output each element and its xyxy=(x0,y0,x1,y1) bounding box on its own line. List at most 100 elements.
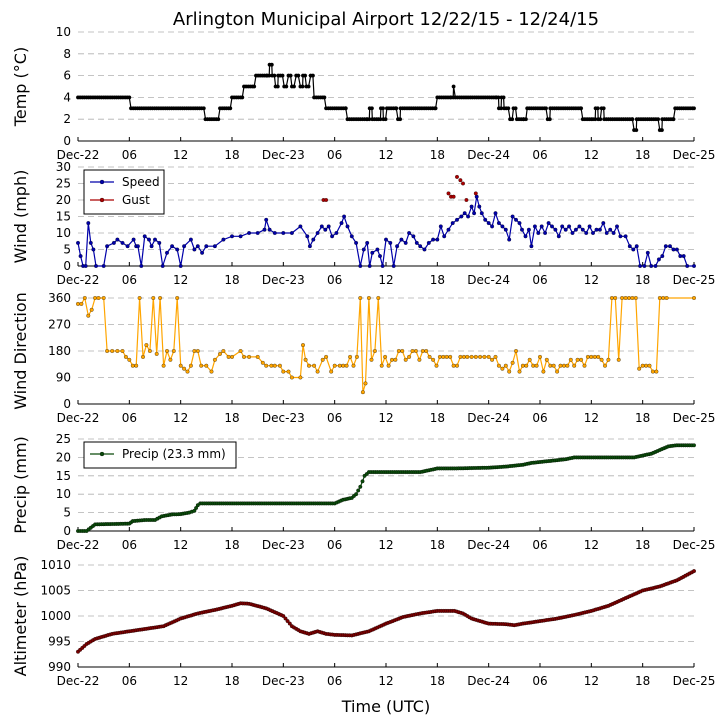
data-point xyxy=(608,227,613,232)
data-point xyxy=(94,264,98,268)
data-point xyxy=(461,354,466,359)
data-point xyxy=(645,250,650,255)
data-point xyxy=(115,237,120,242)
data-point xyxy=(534,363,539,368)
data-point xyxy=(455,174,459,179)
data-point xyxy=(526,227,531,232)
data-point xyxy=(455,363,459,368)
y-tick-label: 8 xyxy=(63,47,71,61)
data-point xyxy=(426,240,431,245)
data-point xyxy=(264,217,269,222)
data-point xyxy=(312,363,317,368)
x-tick-label: 06 xyxy=(122,674,137,688)
x-tick-label: 12 xyxy=(378,411,393,425)
data-point xyxy=(305,234,310,239)
data-point xyxy=(604,231,609,235)
data-point xyxy=(413,349,418,353)
data-point xyxy=(539,224,544,229)
data-point xyxy=(315,369,320,374)
data-point xyxy=(580,227,585,232)
data-point xyxy=(360,390,365,395)
data-point xyxy=(431,357,436,362)
y-axis-label: Wind (mph) xyxy=(11,170,30,264)
data-point xyxy=(218,351,222,356)
data-point xyxy=(678,254,683,259)
data-point xyxy=(472,211,477,216)
data-point xyxy=(451,194,456,199)
data-point xyxy=(391,264,396,268)
data-point xyxy=(178,264,183,268)
data-point xyxy=(620,296,625,300)
data-point xyxy=(356,488,361,493)
x-tick-label: Dec-24 xyxy=(467,674,510,688)
data-point xyxy=(315,231,320,235)
data-point xyxy=(320,357,325,362)
series-altimeter xyxy=(76,569,696,654)
data-point xyxy=(618,234,623,239)
data-point xyxy=(681,254,686,259)
data-point xyxy=(289,375,294,380)
data-point xyxy=(379,363,384,368)
data-point xyxy=(334,231,339,235)
data-point xyxy=(363,381,368,386)
data-point xyxy=(501,95,506,100)
data-point xyxy=(287,621,292,626)
x-tick-label: Dec-22 xyxy=(57,148,100,162)
x-tick-label: Dec-22 xyxy=(57,538,100,552)
series-gust xyxy=(321,174,478,202)
x-tick-label: 12 xyxy=(173,148,188,162)
data-point xyxy=(369,106,374,111)
data-point xyxy=(595,106,600,111)
data-point xyxy=(611,231,616,235)
data-point xyxy=(644,363,649,368)
data-point xyxy=(514,349,518,353)
legend-box xyxy=(83,441,237,469)
data-point xyxy=(230,234,234,239)
data-point xyxy=(139,264,144,268)
data-point xyxy=(286,369,291,374)
data-point xyxy=(548,363,553,368)
data-point xyxy=(310,73,315,78)
data-point xyxy=(661,296,666,300)
data-point xyxy=(165,250,169,255)
data-point xyxy=(520,363,525,368)
data-point xyxy=(398,117,403,122)
x-tick-label: 18 xyxy=(635,273,650,287)
x-tick-label: 18 xyxy=(635,674,650,688)
data-point xyxy=(105,349,110,353)
data-point xyxy=(354,354,359,359)
x-tick-label: 06 xyxy=(532,674,547,688)
data-point xyxy=(195,244,200,249)
data-point xyxy=(633,296,638,300)
data-point xyxy=(570,231,575,235)
data-point xyxy=(531,363,536,368)
legend-marker xyxy=(99,197,105,203)
data-point xyxy=(339,221,344,226)
data-point xyxy=(692,296,696,300)
data-point xyxy=(458,178,463,183)
data-point xyxy=(324,198,329,202)
data-point xyxy=(326,224,331,229)
data-point xyxy=(663,244,668,249)
x-tick-label: Dec-22 xyxy=(57,674,100,688)
data-point xyxy=(692,443,696,448)
y-tick-label: 20 xyxy=(56,193,71,207)
data-point xyxy=(110,349,115,353)
data-point xyxy=(477,204,482,209)
data-point xyxy=(473,191,478,196)
data-point xyxy=(272,231,277,235)
x-tick-label: 18 xyxy=(224,273,239,287)
data-point xyxy=(594,227,599,232)
x-tick-label: 06 xyxy=(532,148,547,162)
data-point xyxy=(306,84,311,89)
data-point xyxy=(154,351,159,356)
data-point xyxy=(496,363,501,368)
data-point xyxy=(444,354,449,359)
data-point xyxy=(523,234,528,239)
data-point xyxy=(115,349,120,353)
x-tick-label: Dec-23 xyxy=(262,674,305,688)
data-point xyxy=(529,244,534,249)
data-point xyxy=(431,237,436,242)
data-point xyxy=(242,354,246,359)
data-point xyxy=(376,296,381,300)
